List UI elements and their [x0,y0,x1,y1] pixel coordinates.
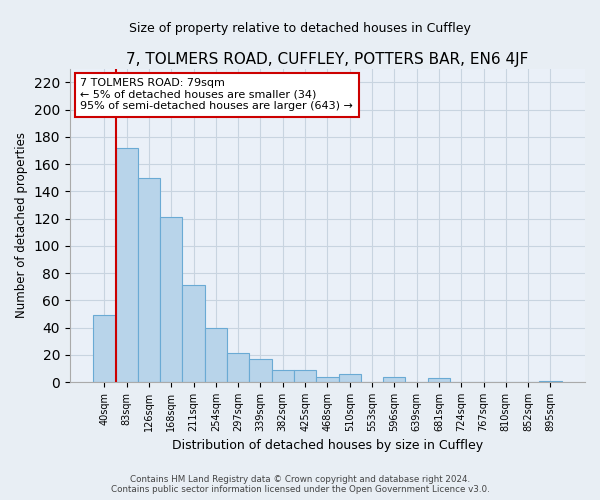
Bar [383,376,406,382]
Bar [116,148,138,382]
Text: 7 TOLMERS ROAD: 79sqm
← 5% of detached houses are smaller (34)
95% of semi-detac: 7 TOLMERS ROAD: 79sqm ← 5% of detached h… [80,78,353,112]
Bar [205,328,227,382]
Bar [428,378,450,382]
Bar [338,374,361,382]
Title: 7, TOLMERS ROAD, CUFFLEY, POTTERS BAR, EN6 4JF: 7, TOLMERS ROAD, CUFFLEY, POTTERS BAR, E… [126,52,529,68]
Text: Contains HM Land Registry data © Crown copyright and database right 2024.
Contai: Contains HM Land Registry data © Crown c… [110,475,490,494]
Bar [539,380,562,382]
Bar [272,370,294,382]
X-axis label: Distribution of detached houses by size in Cuffley: Distribution of detached houses by size … [172,440,483,452]
Bar [227,354,250,382]
Bar [93,316,116,382]
Text: Size of property relative to detached houses in Cuffley: Size of property relative to detached ho… [129,22,471,35]
Bar [160,217,182,382]
Bar [316,376,338,382]
Bar [250,359,272,382]
Y-axis label: Number of detached properties: Number of detached properties [15,132,28,318]
Bar [294,370,316,382]
Bar [138,178,160,382]
Bar [182,286,205,382]
